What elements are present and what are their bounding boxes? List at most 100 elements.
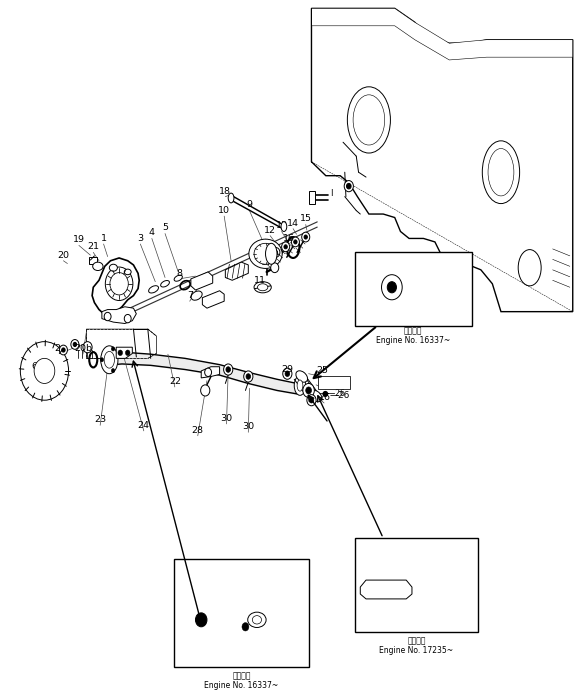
Text: 30: 30 [220,414,233,423]
Text: ●—27: ●—27 [321,378,345,387]
Text: 16: 16 [283,234,294,243]
Circle shape [73,342,77,346]
Text: 6: 6 [32,362,38,371]
Circle shape [274,251,278,255]
Circle shape [104,312,111,321]
Circle shape [100,358,104,362]
Text: 27: 27 [437,279,450,289]
Bar [174,559,309,667]
Circle shape [272,248,280,258]
Text: ●—26: ●—26 [321,389,345,398]
Text: 4: 4 [149,228,155,237]
Ellipse shape [518,250,541,286]
Circle shape [111,346,115,351]
Polygon shape [191,272,213,290]
Ellipse shape [294,376,306,396]
Text: 18: 18 [219,186,231,195]
Text: 26: 26 [318,393,330,402]
Text: 13: 13 [276,221,288,230]
Circle shape [282,242,290,252]
Polygon shape [226,262,248,280]
Circle shape [110,272,128,295]
Text: 14: 14 [287,218,299,228]
Text: 21: 21 [87,242,99,251]
Polygon shape [116,347,132,358]
Circle shape [309,398,314,403]
Polygon shape [312,8,573,60]
Text: 適用号等: 適用号等 [404,327,422,336]
Text: 24A: 24A [192,580,211,590]
Polygon shape [92,258,139,315]
Ellipse shape [101,346,118,374]
Text: 24: 24 [256,573,269,583]
Ellipse shape [160,281,170,287]
Text: 15: 15 [299,214,312,223]
Text: 8: 8 [177,269,182,278]
Text: 25: 25 [417,589,429,599]
Text: 23: 23 [94,415,106,424]
Circle shape [118,350,122,356]
Text: 7: 7 [187,291,193,300]
Text: 28: 28 [192,426,204,435]
Bar [319,377,350,389]
Circle shape [283,368,292,379]
Circle shape [243,371,253,382]
Polygon shape [296,372,317,400]
Circle shape [196,613,207,626]
Text: 12: 12 [264,225,276,234]
Text: 30: 30 [242,422,254,431]
Circle shape [284,245,287,249]
Circle shape [344,181,353,192]
Bar [89,257,97,263]
Text: 22: 22 [169,377,181,386]
Circle shape [20,342,69,400]
Ellipse shape [252,615,261,624]
Polygon shape [201,367,220,378]
Circle shape [347,183,351,189]
Ellipse shape [347,87,391,153]
Ellipse shape [353,94,385,145]
Text: I: I [330,189,333,198]
Ellipse shape [297,380,303,391]
Circle shape [71,340,79,349]
Circle shape [242,622,249,631]
Ellipse shape [482,141,520,204]
Circle shape [226,367,230,372]
Ellipse shape [488,148,514,196]
Circle shape [294,240,297,244]
Circle shape [304,235,308,239]
Text: 9: 9 [246,200,253,209]
Ellipse shape [104,351,114,368]
Text: 11: 11 [254,276,266,285]
Polygon shape [360,580,412,599]
Text: 5: 5 [162,223,168,232]
Text: 17: 17 [261,258,273,267]
Text: 10: 10 [218,206,230,215]
Text: Engine No. 16337~: Engine No. 16337~ [376,337,450,345]
Circle shape [34,358,55,384]
Circle shape [291,237,299,247]
Text: 25: 25 [316,366,328,375]
Ellipse shape [93,262,103,270]
Circle shape [246,374,250,379]
Circle shape [271,262,279,272]
Ellipse shape [249,239,282,268]
Ellipse shape [191,291,202,300]
Text: 2: 2 [55,344,61,353]
Ellipse shape [257,284,268,290]
Ellipse shape [106,267,133,300]
Bar [354,253,472,326]
Text: 20b: 20b [74,344,92,353]
Text: 適用号等: 適用号等 [232,671,250,680]
Circle shape [201,385,210,396]
Ellipse shape [254,244,277,264]
Circle shape [224,364,233,375]
Ellipse shape [228,193,234,203]
Circle shape [307,395,316,406]
Ellipse shape [248,612,266,627]
Ellipse shape [149,286,159,293]
Polygon shape [312,8,573,312]
Circle shape [303,384,314,398]
Text: 19: 19 [73,235,85,244]
Ellipse shape [174,275,182,281]
